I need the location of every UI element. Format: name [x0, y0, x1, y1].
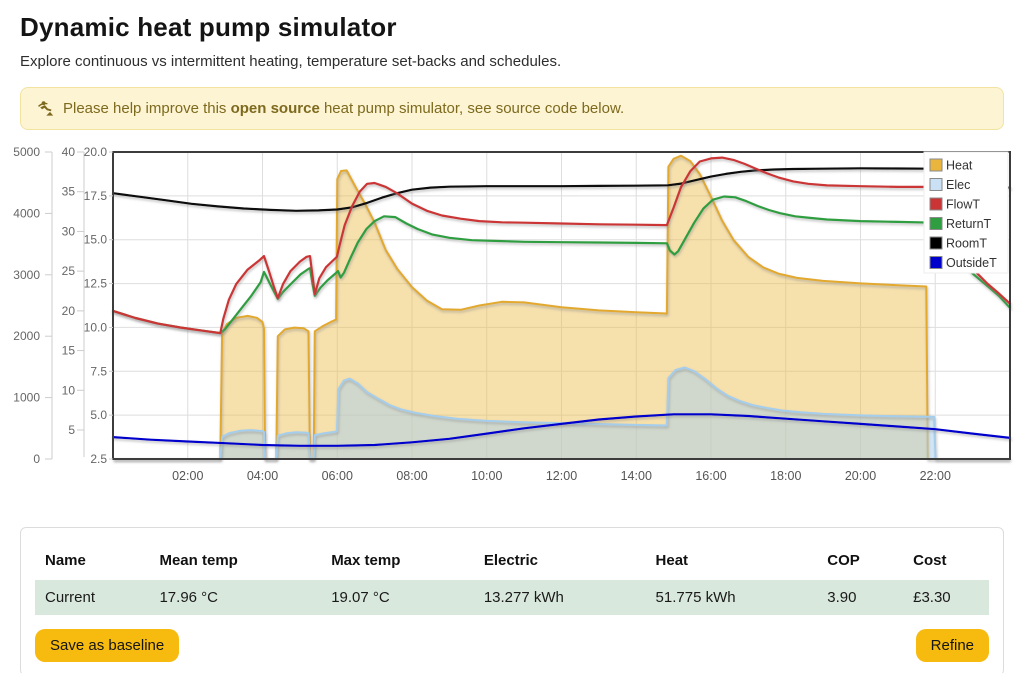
results-card: Name Mean temp Max temp Electric Heat CO…: [20, 527, 1004, 673]
svg-text:22:00: 22:00: [920, 469, 951, 483]
svg-text:40: 40: [62, 145, 76, 159]
table-header-row: Name Mean temp Max temp Electric Heat CO…: [35, 541, 989, 580]
banner-open-source: open source: [230, 100, 320, 117]
col-header-mean-temp: Mean temp: [159, 552, 238, 569]
svg-text:04:00: 04:00: [247, 469, 278, 483]
col-header-electric: Electric: [483, 552, 539, 569]
svg-text:10: 10: [62, 383, 76, 397]
svg-text:12.5: 12.5: [84, 277, 108, 291]
svg-text:OutsideT: OutsideT: [946, 256, 997, 270]
svg-text:FlowT: FlowT: [946, 198, 980, 212]
simulation-chart[interactable]: 0 1000 2000 3000 4000 5000 5 10 15 20 25 30 35 40 2.5 5…: [0, 144, 1024, 494]
col-header-max-temp: Max temp: [331, 552, 401, 569]
svg-text:4000: 4000: [13, 206, 40, 220]
cell-max-temp: 19.07 °C: [331, 589, 390, 606]
col-header-cop: COP: [827, 552, 860, 569]
svg-text:2000: 2000: [13, 329, 40, 343]
cell-heat: 51.775 kWh: [655, 589, 736, 606]
card-actions: Save as baseline Refine: [35, 629, 989, 662]
svg-text:14:00: 14:00: [621, 469, 652, 483]
svg-text:5.0: 5.0: [90, 408, 107, 422]
page-title: Dynamic heat pump simulator: [20, 12, 397, 42]
svg-text:16:00: 16:00: [695, 469, 726, 483]
svg-text:17.5: 17.5: [84, 189, 108, 203]
svg-text:12:00: 12:00: [546, 469, 577, 483]
svg-text:ReturnT: ReturnT: [946, 217, 992, 231]
svg-text:15.0: 15.0: [84, 233, 108, 247]
cell-cost: £3.30: [913, 589, 951, 606]
svg-text:08:00: 08:00: [396, 469, 427, 483]
cell-cop: 3.90: [827, 589, 857, 606]
cell-mean-temp: 17.96 °C: [159, 589, 219, 606]
svg-text:35: 35: [62, 185, 76, 199]
cell-electric: 13.277 kWh: [483, 589, 564, 606]
svg-text:5000: 5000: [13, 145, 40, 159]
col-header-cost: Cost: [913, 552, 947, 569]
banner-text-before: Please help improve this: [63, 100, 231, 117]
svg-text:10:00: 10:00: [471, 469, 502, 483]
col-header-heat: Heat: [655, 552, 689, 569]
cell-name: Current: [45, 589, 96, 606]
svg-text:02:00: 02:00: [172, 469, 203, 483]
svg-text:1000: 1000: [13, 391, 40, 405]
svg-text:20:00: 20:00: [845, 469, 876, 483]
svg-text:15: 15: [62, 344, 76, 358]
results-table: Name Mean temp Max temp Electric Heat CO…: [35, 541, 989, 615]
save-as-baseline-button[interactable]: Save as baseline: [35, 629, 180, 662]
svg-text:30: 30: [62, 224, 76, 238]
svg-text:20.0: 20.0: [84, 145, 108, 159]
table-row-current: Current 17.96 °C 19.07 °C 13.277 kWh 51.…: [35, 580, 989, 615]
page-subtitle: Explore continuous vs intermittent heati…: [20, 53, 562, 70]
svg-text:5: 5: [68, 423, 75, 437]
svg-text:RoomT: RoomT: [946, 237, 987, 251]
svg-text:7.5: 7.5: [90, 364, 107, 378]
svg-text:0: 0: [33, 452, 40, 466]
svg-text:Heat: Heat: [946, 159, 973, 173]
svg-text:06:00: 06:00: [322, 469, 353, 483]
svg-text:20: 20: [62, 304, 76, 318]
chart-svg[interactable]: 0 1000 2000 3000 4000 5000 5 10 15 20 25 30 35 40 2.5 5…: [0, 144, 1024, 489]
banner-text: Please help improve this open source hea…: [63, 100, 624, 117]
svg-text:10.0: 10.0: [84, 320, 108, 334]
svg-text:Elec: Elec: [946, 178, 970, 192]
refine-button[interactable]: Refine: [915, 629, 989, 662]
contribute-banner: Please help improve this open source hea…: [20, 87, 1004, 130]
person-digging-icon: [37, 101, 54, 116]
svg-text:3000: 3000: [13, 268, 40, 282]
col-header-name: Name: [45, 552, 86, 569]
svg-text:2.5: 2.5: [90, 452, 107, 466]
svg-text:18:00: 18:00: [770, 469, 801, 483]
banner-text-after: heat pump simulator, see source code bel…: [319, 100, 625, 117]
svg-text:25: 25: [62, 264, 76, 278]
